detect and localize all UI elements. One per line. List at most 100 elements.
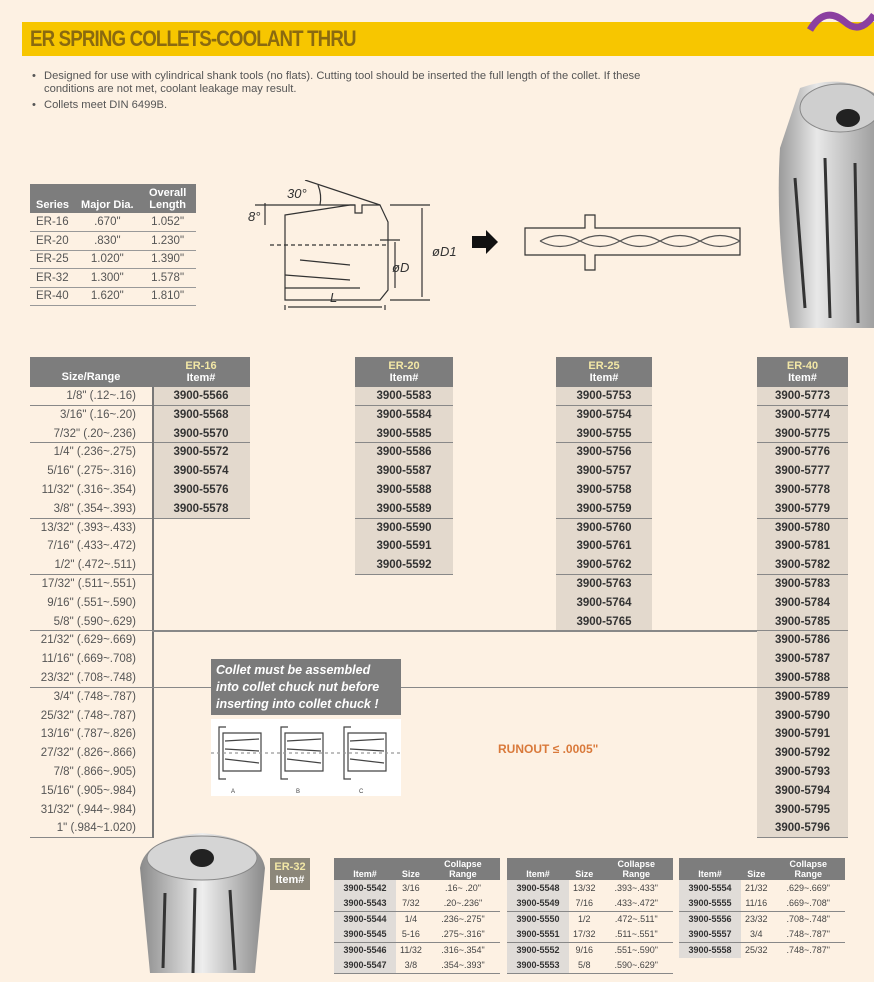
- divider: [152, 630, 757, 632]
- er32-cell: 3900-5554: [679, 880, 741, 896]
- er32-cell: 11/16: [741, 895, 772, 912]
- col-header: Major Dia.: [75, 184, 140, 213]
- size-range-cell: 17/32" (.511~.551): [41, 578, 136, 590]
- item-number-cell: 3900-5773: [757, 387, 848, 406]
- item-number-cell: 3900-5796: [757, 819, 848, 839]
- angle-label: 30°: [287, 186, 307, 201]
- item-number-cell: 3900-5590: [355, 518, 453, 538]
- size-range-cell: 15/16" (.905~.984): [40, 784, 136, 797]
- er32-row: 3900-5544 1/4 .236~.275": [334, 911, 500, 927]
- item-number-cell: 3900-5572: [152, 443, 250, 463]
- er32-cell: .511~.551": [599, 926, 673, 943]
- er32-cell: 3900-5548: [507, 880, 569, 896]
- item-number-cell: 3900-5574: [152, 462, 250, 481]
- arrow-icon: [472, 230, 498, 254]
- item-number-cell: 3900-5591: [355, 537, 453, 557]
- er32-cell: .433~.472": [599, 895, 673, 912]
- size-range-cell: 11/16" (.669~.708): [41, 653, 136, 666]
- collet-photo: [778, 81, 874, 328]
- collet-dimension-diagram: 30° 8° øD øD1 L: [248, 180, 741, 310]
- item-number-cell: 3900-5786: [757, 631, 848, 651]
- diameter-label: øD: [392, 260, 409, 275]
- item-number-cell: 3900-5778: [757, 481, 848, 500]
- item-number-cell: 3900-5578: [152, 499, 250, 519]
- item-number-cell: 3900-5756: [556, 443, 652, 463]
- item-label: Item#: [389, 372, 419, 384]
- logo-swirl-icon: [806, 11, 874, 43]
- spec-cell: 1.052": [139, 213, 196, 232]
- item-number-cell: 3900-5759: [556, 499, 652, 519]
- er32-cell: 3900-5550: [507, 911, 569, 927]
- item-number-cell: 3900-5790: [757, 706, 848, 726]
- er32-cell: 3900-5555: [679, 895, 741, 912]
- item-number-cell: 3900-5763: [556, 575, 652, 594]
- assembly-figure: A B C: [211, 719, 401, 796]
- item-number-cell: 3900-5585: [355, 424, 453, 444]
- er32-cell: 3900-5542: [334, 880, 396, 896]
- item-number-cell: 3900-5785: [757, 612, 848, 632]
- series-name: ER-25: [588, 360, 620, 372]
- size-range-cell: 5/16" (.275~.316): [47, 465, 136, 478]
- er32-row: 3900-5542 3/16 .16~ .20": [334, 880, 500, 896]
- er32-row: 3900-5558 25/32 .748~.787": [679, 942, 845, 958]
- er32-cell: 23/32: [745, 914, 768, 924]
- er32-table: Item# Size Collapse Range 3900-5548 13/32 .39…: [507, 858, 673, 974]
- er32-cell: 3/4: [741, 926, 772, 943]
- size-range-cell: 1/8" (.12~.16): [30, 387, 152, 406]
- item-number-cell: 3900-5788: [757, 669, 848, 688]
- size-range-cell: 3/8" (.354~.393): [30, 500, 152, 519]
- series-header: ER-25 Item#: [556, 357, 652, 387]
- spec-row: ER-16.670" 1.052": [30, 213, 196, 232]
- er32-cell: 21/32: [745, 882, 768, 893]
- er32-row: 3900-5552 9/16 .551~.590": [507, 942, 673, 958]
- col-header: Collapse Range: [425, 858, 500, 880]
- er32-cell: .629~.669": [786, 882, 830, 893]
- series-name: ER-16: [185, 360, 217, 372]
- size-range-cell: 31/32" (.944~.984): [40, 803, 136, 816]
- col-header: Size: [741, 858, 772, 880]
- er32-cell: 3900-5549: [507, 895, 569, 912]
- er32-cell: .708~.748": [786, 914, 830, 924]
- spec-cell: 1.390": [139, 250, 196, 269]
- spec-cell: ER-16: [30, 213, 76, 232]
- er32-cell: .354~.393": [425, 957, 500, 974]
- item-number-cell: 3900-5779: [757, 499, 848, 519]
- series-header: ER-20 Item#: [355, 357, 453, 387]
- divider: [152, 686, 211, 689]
- item-number-cell: 3900-5784: [757, 593, 848, 613]
- er32-cell: 3900-5544: [334, 911, 396, 927]
- er32-cell: .669~.708": [771, 895, 845, 912]
- er32-cell: .16~ .20": [444, 882, 481, 893]
- item-number-cell: 3900-5789: [757, 687, 848, 707]
- er32-cell: 7/16: [569, 895, 600, 912]
- er32-cell: .20~.236": [425, 895, 500, 912]
- size-range-cell: 7/16" (.433~.472): [47, 540, 136, 553]
- series-name: ER-40: [786, 360, 819, 372]
- col-header: Overall Length: [139, 184, 196, 213]
- item-label: Item#: [788, 372, 817, 384]
- er32-cell: .551~.590": [614, 945, 658, 955]
- er32-series: ER-32: [274, 861, 306, 873]
- svg-text:C: C: [359, 789, 364, 795]
- col-header: Size: [569, 858, 600, 880]
- spec-cell: ER-25: [30, 250, 76, 269]
- er32-cell: 3900-5545: [334, 926, 396, 943]
- er32-cell: 3900-5552: [507, 942, 569, 958]
- er32-cell: 3/8: [396, 957, 426, 974]
- item-label: Item#: [186, 372, 216, 384]
- col-header: Size: [396, 858, 426, 880]
- item-number-cell: 3900-5780: [757, 518, 848, 538]
- er32-label: ER-32 Item#: [270, 858, 310, 890]
- divider: [401, 686, 757, 689]
- spec-cell: 1.300": [75, 268, 140, 288]
- size-range-cell: 3/4" (.748~.787): [53, 690, 136, 703]
- item-number-cell: 3900-5774: [757, 405, 848, 425]
- col-header: Item#: [507, 858, 569, 880]
- item-number-cell: 3900-5587: [355, 462, 453, 481]
- er32-row: 3900-5548 13/32 .393~.433": [507, 880, 673, 896]
- er32-row: 3900-5557 3/4.748~.787": [679, 926, 845, 943]
- col-header: Collapse Range: [599, 858, 673, 880]
- svg-text:B: B: [296, 789, 300, 795]
- spec-cell: .830": [75, 231, 140, 251]
- er32-cell: 17/32: [569, 926, 600, 943]
